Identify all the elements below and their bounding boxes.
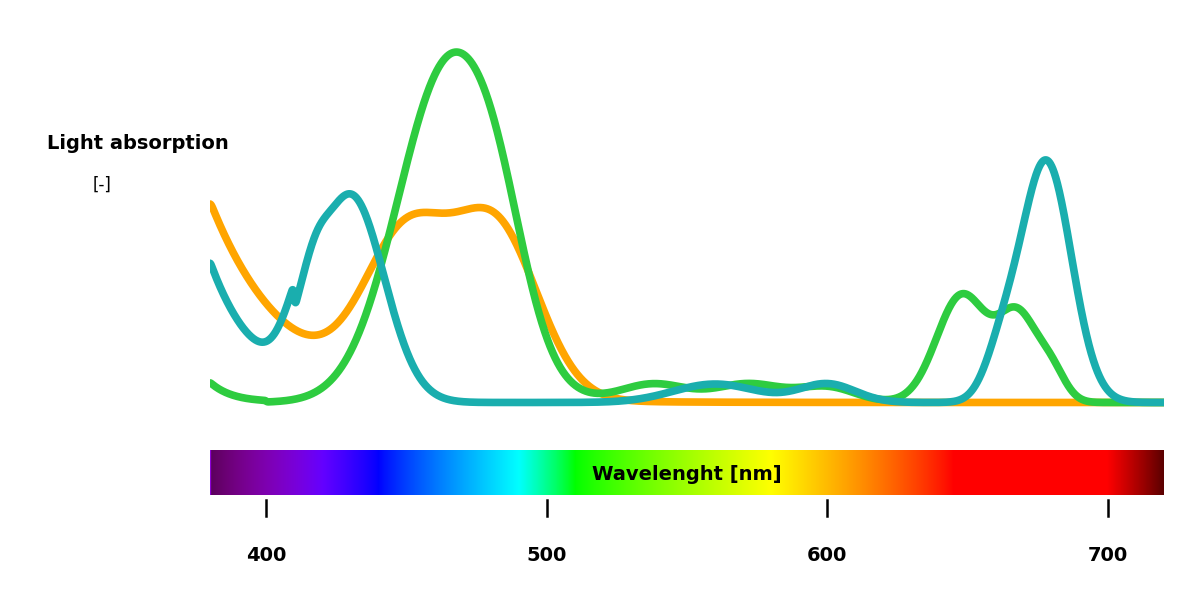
Text: 500: 500: [527, 547, 566, 565]
Text: 700: 700: [1087, 547, 1128, 565]
Text: Wavelenght [nm]: Wavelenght [nm]: [592, 465, 782, 484]
Text: 600: 600: [808, 547, 847, 565]
Text: Light absorption: Light absorption: [47, 134, 229, 152]
Text: 400: 400: [246, 547, 287, 565]
Text: [-]: [-]: [92, 176, 112, 194]
